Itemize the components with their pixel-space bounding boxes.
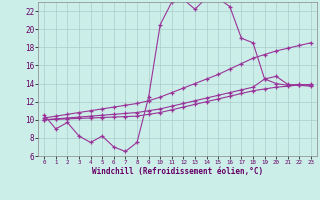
X-axis label: Windchill (Refroidissement éolien,°C): Windchill (Refroidissement éolien,°C) [92, 167, 263, 176]
